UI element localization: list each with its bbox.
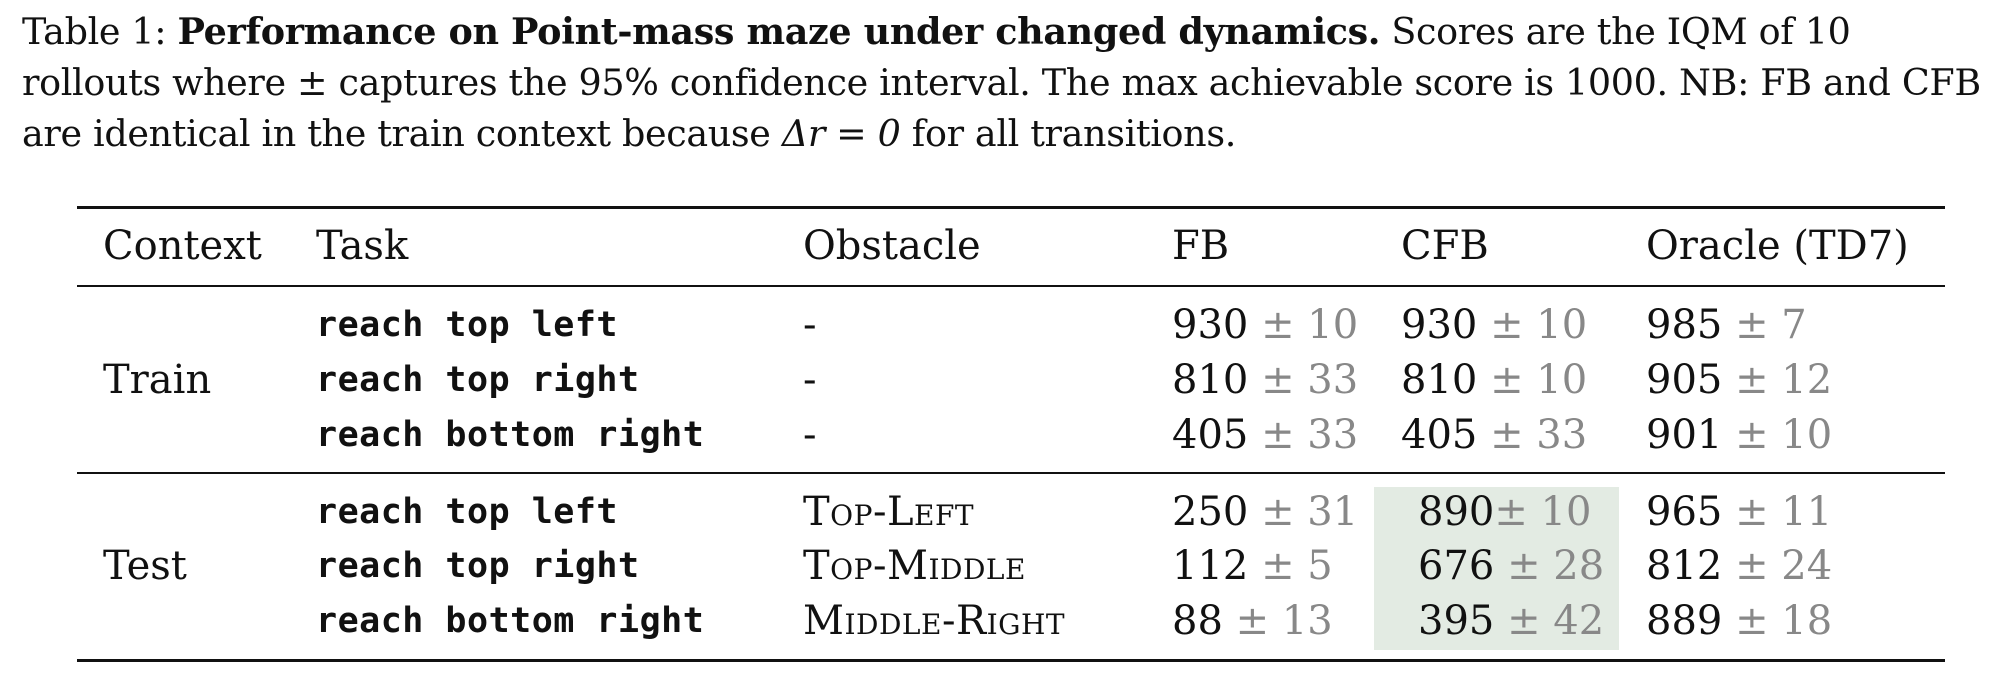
oracle-score: 889 ± 18 — [1646, 596, 1832, 646]
caption-text-part2: for all transitions. — [900, 112, 1237, 155]
oracle-score: 901 ± 10 — [1646, 410, 1832, 460]
score-ci: ± 7 — [1735, 302, 1807, 348]
context-train: Train — [103, 357, 212, 403]
score-mean: 810 — [1172, 357, 1249, 403]
oracle-score: 812 ± 24 — [1646, 541, 1832, 591]
score-ci: ± 10 — [1490, 357, 1588, 403]
header-obstacle: Obstacle — [803, 223, 981, 269]
table-caption: Table 1: Performance on Point-mass maze … — [22, 6, 1997, 159]
obstacle-cell: Middle-Right — [803, 598, 1066, 644]
fb-score: 930 ± 10 — [1172, 300, 1358, 350]
table-top-rule — [77, 206, 1945, 209]
header-oracle: Oracle (TD7) — [1646, 223, 1909, 269]
caption-text-part1: Scores are the IQM of 10 rollouts where … — [22, 10, 1981, 155]
score-ci: ± 18 — [1735, 598, 1833, 644]
score-ci: ± 33 — [1261, 357, 1359, 403]
context-test: Test — [103, 543, 187, 589]
oracle-score: 905 ± 12 — [1646, 355, 1832, 405]
cfb-score: 395 ± 42 — [1418, 596, 1604, 646]
score-ci: ± 10 — [1494, 489, 1592, 535]
cfb-score: 890± 10 — [1418, 487, 1592, 537]
fb-score: 810 ± 33 — [1172, 355, 1358, 405]
score-mean: 905 — [1646, 357, 1723, 403]
obstacle-cell: Top-Left — [803, 489, 975, 535]
score-ci: ± 33 — [1490, 412, 1588, 458]
task-cell: reach top right — [316, 360, 640, 400]
score-ci: ± 10 — [1261, 302, 1359, 348]
header-task: Task — [316, 223, 409, 269]
group-separator-rule — [77, 472, 1945, 474]
score-mean: 901 — [1646, 412, 1723, 458]
score-ci: ± 33 — [1261, 412, 1359, 458]
score-mean: 250 — [1172, 489, 1249, 535]
cfb-score: 676 ± 28 — [1418, 541, 1604, 591]
score-ci: ± 5 — [1261, 543, 1333, 589]
score-mean: 890 — [1418, 489, 1495, 535]
header-rule — [77, 285, 1945, 287]
obstacle-cell: - — [803, 357, 817, 403]
task-cell: reach bottom right — [316, 415, 705, 455]
score-mean: 405 — [1172, 412, 1249, 458]
score-ci: ± 28 — [1507, 543, 1605, 589]
obstacle-cell: - — [803, 412, 817, 458]
fb-score: 405 ± 33 — [1172, 410, 1358, 460]
score-mean: 812 — [1646, 543, 1723, 589]
task-cell: reach top left — [316, 305, 619, 345]
oracle-score: 965 ± 11 — [1646, 487, 1832, 537]
score-ci: ± 42 — [1507, 598, 1605, 644]
oracle-score: 985 ± 7 — [1646, 300, 1807, 350]
score-ci: ± 10 — [1490, 302, 1588, 348]
score-ci: ± 13 — [1235, 598, 1333, 644]
caption-label: Table 1: — [22, 10, 167, 53]
score-ci: ± 24 — [1735, 543, 1833, 589]
obstacle-cell: Top-Middle — [803, 543, 1026, 589]
score-mean: 112 — [1172, 543, 1249, 589]
cfb-score: 405 ± 33 — [1401, 410, 1587, 460]
cfb-score: 810 ± 10 — [1401, 355, 1587, 405]
score-ci: ± 10 — [1735, 412, 1833, 458]
task-cell: reach top left — [316, 492, 619, 532]
score-mean: 889 — [1646, 598, 1723, 644]
table-bottom-rule — [77, 659, 1945, 662]
score-mean: 395 — [1418, 598, 1495, 644]
obstacle-cell: - — [803, 302, 817, 348]
score-mean: 930 — [1401, 302, 1478, 348]
header-context: Context — [103, 223, 262, 269]
cfb-score: 930 ± 10 — [1401, 300, 1587, 350]
header-cfb: CFB — [1401, 223, 1489, 269]
score-mean: 88 — [1172, 598, 1223, 644]
header-fb: FB — [1172, 223, 1230, 269]
caption-math: Δr = 0 — [781, 112, 901, 155]
score-mean: 930 — [1172, 302, 1249, 348]
score-mean: 985 — [1646, 302, 1723, 348]
caption-title: Performance on Point-mass maze under cha… — [177, 10, 1381, 53]
score-mean: 810 — [1401, 357, 1478, 403]
score-mean: 676 — [1418, 543, 1495, 589]
score-ci: ± 11 — [1735, 489, 1833, 535]
score-ci: ± 12 — [1735, 357, 1833, 403]
score-mean: 405 — [1401, 412, 1478, 458]
task-cell: reach top right — [316, 546, 640, 586]
fb-score: 88 ± 13 — [1172, 596, 1333, 646]
cfb-test-highlight — [1374, 487, 1619, 650]
fb-score: 250 ± 31 — [1172, 487, 1358, 537]
task-cell: reach bottom right — [316, 601, 705, 641]
score-ci: ± 31 — [1261, 489, 1359, 535]
fb-score: 112 ± 5 — [1172, 541, 1333, 591]
score-mean: 965 — [1646, 489, 1723, 535]
